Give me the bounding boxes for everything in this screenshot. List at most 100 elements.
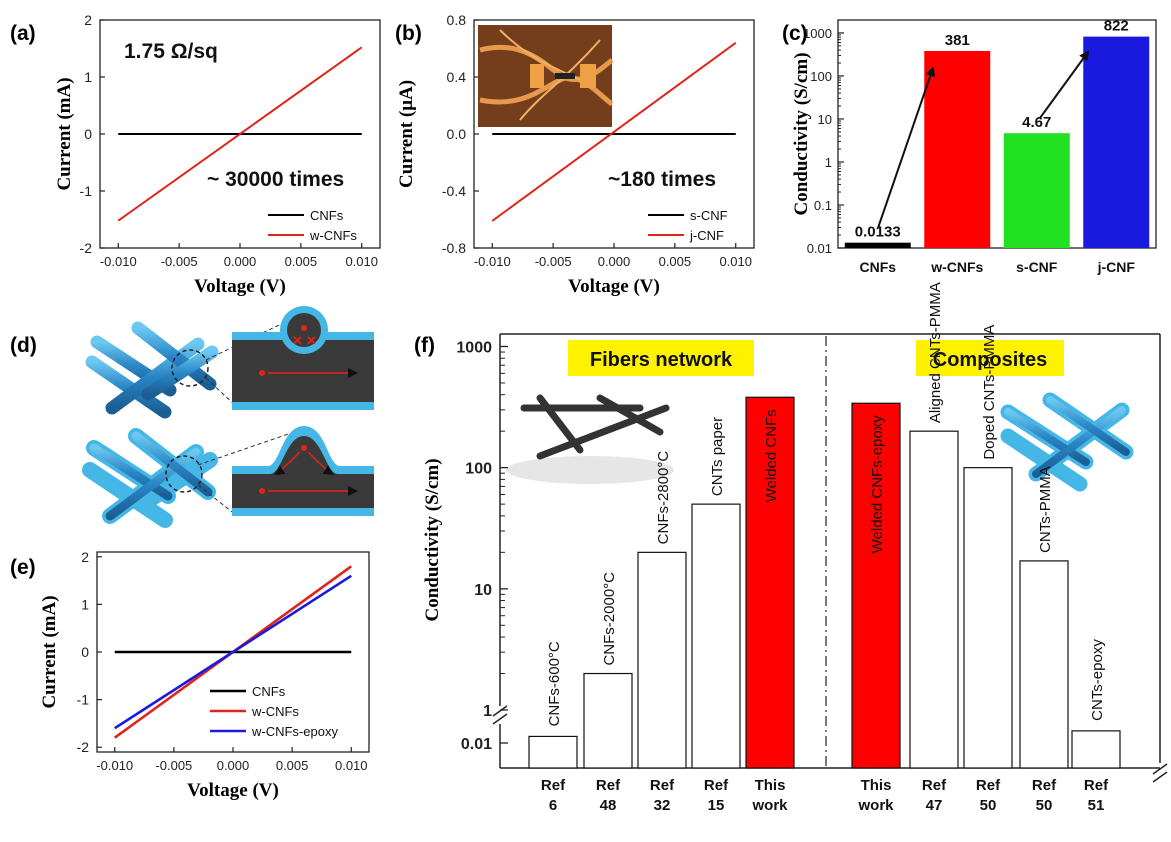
ref-label-f-line1: Ref	[976, 777, 1001, 794]
x-tick-label-b: -0.005	[535, 254, 572, 269]
bar-f-7	[963, 467, 1013, 769]
y-tick-label-a: -2	[80, 240, 93, 256]
bar-value-label-c: 381	[945, 32, 970, 49]
panel-label-a: (a)	[10, 22, 36, 45]
x-tick-label-e: -0.010	[96, 758, 133, 773]
bar-label-f: Aligned CNTs-PMMA	[927, 282, 944, 423]
panel-label-b: (b)	[395, 22, 422, 45]
y-axis-title-f: Conductivity (S/cm)	[422, 458, 443, 621]
legend-b: s-CNF j-CNF	[648, 208, 728, 243]
y-tick-label-c: 100	[810, 69, 832, 84]
ref-label-f-line2: work	[751, 797, 788, 814]
category-label-c: s-CNF	[1016, 259, 1058, 275]
banner-fibers-network: Fibers network	[568, 340, 754, 376]
x-tick-label-a: 0.010	[345, 254, 378, 269]
inset-microscope-image	[478, 25, 614, 127]
ref-label-f-line1: Ref	[541, 777, 566, 794]
bar-f-4	[745, 396, 795, 769]
bar-c-w-cnfs	[924, 50, 991, 249]
arrow-cnfs-to-w-cnfs	[877, 66, 936, 229]
ref-label-f-line2: work	[857, 797, 894, 814]
x-tick-label-a: -0.010	[100, 254, 137, 269]
x-tick-label-e: 0.005	[276, 758, 309, 773]
ref-label-f-line1: Ref	[922, 777, 947, 794]
y-tick-label-a: 2	[84, 12, 92, 28]
bar-f-1	[583, 672, 633, 769]
y-tick-label-f: 1	[483, 703, 492, 720]
x-tick-label-e: 0.000	[217, 758, 250, 773]
ref-label-f-line2: 32	[654, 797, 671, 814]
legend-label-e-cnfs: CNFs	[252, 684, 286, 699]
annotation-30000-times: ~ 30000 times	[207, 168, 344, 191]
y-tick-label-b: -0.8	[442, 240, 466, 256]
bar-f-6	[909, 430, 959, 769]
ref-label-f-line2: 51	[1088, 797, 1105, 814]
ref-label-f-line1: Ref	[1032, 777, 1057, 794]
legend-a: CNFs w-CNFs	[268, 208, 357, 243]
ref-label-f-line1: This	[755, 777, 786, 794]
ref-label-f-line1: Ref	[1084, 777, 1109, 794]
y-tick-label-f: 0.01	[461, 736, 492, 753]
y-tick-label-b: -0.4	[442, 183, 466, 199]
y-tick-label-a: -1	[80, 183, 93, 199]
bar-value-label-c: 4.67	[1022, 114, 1051, 131]
y-tick-label-e: 1	[81, 596, 89, 612]
y-tick-label-c: 1	[825, 155, 832, 170]
ref-label-f-line1: Ref	[704, 777, 729, 794]
chart-a: -0.010 -0.005 0.000 0.005 0.010 -2 -1 0 1 2 1.75 …	[54, 12, 381, 297]
banner-fibers-network-bg	[568, 340, 754, 376]
banner-composites: Composites	[916, 340, 1064, 376]
ref-label-f-line2: 15	[708, 797, 725, 814]
welded-fibers-inset-icon	[1000, 392, 1134, 492]
annotation-sheet-resistance: 1.75 Ω/sq	[124, 40, 218, 63]
panel-label-f: (f)	[414, 334, 435, 357]
y-tick-label-b: 0.4	[447, 69, 467, 85]
category-label-c: j-CNF	[1097, 259, 1136, 275]
y-tick-label-b: 0.0	[447, 126, 467, 142]
cross-section-welded	[232, 426, 374, 516]
bar-f-3	[691, 503, 741, 769]
zoom-circle-bottom	[165, 455, 203, 493]
y-tick-label-f: 1000	[456, 339, 492, 356]
cross-section-unwelded: ✕ ✕	[232, 306, 374, 410]
series-line-b-j-cnf	[491, 41, 737, 222]
chart-b: -0.010 -0.005 0.000 0.005 0.010 -0.8 -0.4 0.0 0.…	[396, 12, 755, 297]
y-tick-label-e: -1	[77, 692, 90, 708]
y-tick-label-a: 0	[84, 126, 92, 142]
ref-label-f-line2: 47	[926, 797, 943, 814]
axis-break-left	[492, 705, 508, 725]
bar-f-9	[1071, 730, 1121, 769]
ref-label-f-line2: 50	[980, 797, 997, 814]
y-tick-label-c: 0.1	[814, 198, 832, 213]
legend-label-cnfs: CNFs	[310, 208, 344, 223]
bar-label-f: Doped CNTs-PMMA	[981, 325, 998, 460]
ref-label-f-line1: This	[861, 777, 892, 794]
banner-composites-bg	[916, 340, 1064, 376]
series-line-e-w-cnfs-epoxy	[114, 574, 352, 730]
y-tick-label-c: 1000	[803, 26, 832, 41]
x-tick-label-a: -0.005	[161, 254, 198, 269]
y-tick-label-e: 2	[81, 549, 89, 565]
fiber-network-unwelded-icon	[85, 321, 219, 419]
x-tick-label-b: 0.005	[659, 254, 692, 269]
ref-label-f-line2: 50	[1036, 797, 1053, 814]
banner-fibers-network-label: Fibers network	[590, 349, 733, 371]
x-tick-label-b: -0.010	[474, 254, 511, 269]
chart-e: -0.010 -0.005 0.000 0.005 0.010 -2 -1 0 1 2 CNFs …	[39, 549, 370, 801]
x-axis-title-e: Voltage (V)	[187, 780, 279, 801]
legend-label-e-w-cnfs: w-CNFs	[251, 704, 299, 719]
bar-value-label-c: 822	[1104, 18, 1129, 35]
bar-f-5	[851, 402, 901, 769]
bar-c-cnfs	[844, 242, 911, 248]
zoom-circle-top	[171, 349, 209, 387]
y-tick-label-a: 1	[84, 69, 92, 85]
bar-value-label-c: 0.0133	[855, 224, 901, 241]
schematic-d: ✕ ✕	[82, 306, 374, 528]
chart-c: 0.01 0.1 1 10 100 1000 0.0133 CNFs 381 w-CNFs 4.6…	[791, 18, 1157, 275]
bar-label-f: CNFs-600°C	[546, 641, 563, 726]
annotation-180-times: ~180 times	[608, 168, 716, 191]
banner-composites-label: Composites	[933, 349, 1047, 371]
x-tick-label-b: 0.000	[598, 254, 631, 269]
ref-label-f-line2: 6	[549, 797, 557, 814]
y-tick-label-f: 100	[465, 461, 492, 478]
